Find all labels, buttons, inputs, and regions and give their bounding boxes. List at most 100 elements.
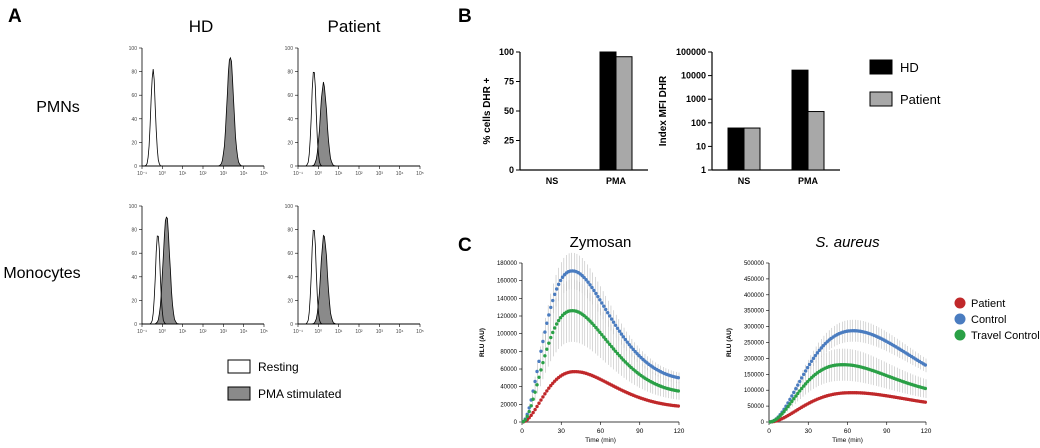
point-control bbox=[819, 346, 824, 350]
resting-histogram bbox=[142, 69, 264, 167]
row-label-monocytes: Monocytes bbox=[3, 265, 80, 282]
legend-label-travel-control: Travel Control bbox=[971, 330, 1040, 342]
point-control bbox=[543, 330, 547, 334]
y-tick-label: 150000 bbox=[744, 372, 765, 378]
point-control bbox=[805, 365, 810, 370]
point-control bbox=[553, 292, 557, 297]
point-travel-control bbox=[598, 330, 602, 334]
resting-histogram bbox=[298, 71, 420, 167]
x-tick-label: 10⁴ bbox=[240, 171, 248, 177]
point-patient bbox=[676, 404, 681, 408]
y-tick-label: 0 bbox=[134, 322, 137, 328]
point-travel-control bbox=[796, 391, 800, 396]
y-tick-label: 40 bbox=[287, 275, 293, 281]
y-tick-label: 100 bbox=[129, 204, 138, 210]
point-control bbox=[602, 304, 606, 308]
point-travel-control bbox=[617, 354, 622, 358]
point-control bbox=[537, 359, 541, 364]
y-tick-label: 20 bbox=[287, 140, 293, 146]
point-control bbox=[547, 313, 551, 317]
point-control bbox=[817, 348, 822, 353]
y-tick-label: 100000 bbox=[676, 47, 706, 57]
point-travel-control bbox=[592, 323, 596, 328]
point-travel-control bbox=[533, 390, 537, 394]
legend-swatch-resting bbox=[227, 359, 251, 374]
y-tick-label: 20 bbox=[131, 140, 137, 146]
y-axis-label: Index MFI DHR bbox=[658, 75, 669, 146]
point-travel-control bbox=[545, 347, 549, 351]
histogram-patient-pmns: 0 20 40 60 80 100 10⁻¹ 10⁰ 10¹ 10² 10³ 10⁴ 10⁵ bbox=[285, 46, 424, 177]
point-travel-control bbox=[551, 330, 555, 335]
point-control bbox=[554, 287, 559, 291]
legend-label-hd: HD bbox=[900, 60, 919, 75]
bar-hd-pma bbox=[599, 51, 617, 171]
x-tick-label: 10² bbox=[355, 329, 363, 335]
point-travel-control bbox=[554, 322, 559, 326]
y-tick-label: 120000 bbox=[497, 314, 518, 320]
point-travel-control bbox=[553, 326, 557, 330]
legend-dot-travel-control bbox=[954, 329, 966, 341]
y-tick-label: 80000 bbox=[500, 349, 517, 355]
point-travel-control bbox=[801, 384, 806, 388]
y-tick-label: 10 bbox=[696, 141, 706, 151]
point-control bbox=[598, 298, 602, 302]
x-tick-label: 60 bbox=[844, 428, 852, 435]
x-tick-label: 10¹ bbox=[335, 329, 343, 335]
x-tick-label: 0 bbox=[767, 428, 771, 435]
x-tick-label: 10³ bbox=[220, 329, 228, 335]
point-control bbox=[792, 390, 796, 395]
y-tick-label: 20 bbox=[287, 298, 293, 304]
x-axis-label: Time (min) bbox=[585, 437, 616, 444]
point-control bbox=[545, 321, 549, 325]
point-travel-control bbox=[786, 404, 790, 409]
point-travel-control bbox=[613, 349, 618, 353]
x-tick-label: 10² bbox=[355, 171, 363, 177]
y-tick-label: 1 bbox=[701, 165, 706, 175]
y-tick-label: 100 bbox=[129, 46, 138, 52]
point-control bbox=[623, 337, 628, 342]
line-chart-zymosan: Zymosan 0 20000 40000 60000 80000 100000 120000… bbox=[479, 234, 685, 444]
point-patient bbox=[529, 413, 533, 418]
point-control bbox=[584, 278, 588, 282]
y-tick-label: 80 bbox=[131, 70, 137, 76]
point-patient bbox=[545, 389, 549, 393]
y-axis-label: % cells DHR + bbox=[482, 77, 493, 144]
x-tick-label: 10⁴ bbox=[396, 171, 404, 177]
x-tick-label: 90 bbox=[636, 428, 644, 435]
col-label-hd: HD bbox=[189, 17, 214, 36]
legend-dot-patient bbox=[954, 297, 966, 309]
point-control bbox=[560, 275, 565, 279]
y-tick-label: 80 bbox=[131, 228, 137, 234]
x-tick-label: 10⁵ bbox=[260, 171, 268, 177]
x-tick-label: 10⁰ bbox=[159, 329, 167, 335]
y-tick-label: 450000 bbox=[744, 277, 765, 283]
panel-letter-c: C bbox=[458, 235, 472, 256]
point-control bbox=[676, 376, 681, 380]
x-tick-label: 10⁻¹ bbox=[293, 329, 303, 335]
point-control bbox=[619, 332, 624, 336]
point-travel-control bbox=[923, 386, 928, 391]
point-travel-control bbox=[600, 332, 604, 337]
point-control bbox=[592, 288, 596, 293]
legend-swatch-patient bbox=[869, 91, 893, 107]
point-travel-control bbox=[527, 409, 531, 414]
point-control bbox=[590, 285, 594, 290]
point-travel-control bbox=[531, 397, 535, 401]
y-tick-label: 0 bbox=[761, 420, 765, 426]
point-travel-control bbox=[803, 382, 808, 386]
y-tick-label: 60 bbox=[131, 251, 137, 257]
resting-histogram bbox=[298, 229, 420, 325]
x-tick-label: 10⁻¹ bbox=[137, 329, 147, 335]
y-tick-label: 500000 bbox=[744, 261, 765, 267]
legend-label-patient: Patient bbox=[900, 92, 941, 107]
point-travel-control bbox=[541, 360, 545, 365]
point-travel-control bbox=[525, 414, 529, 419]
bar-chart-percent-dhr: 0 25 50 75 100 % cells DHR + NS PMA bbox=[482, 47, 648, 186]
x-tick-label: 10⁴ bbox=[240, 329, 248, 335]
x-tick-label: 10¹ bbox=[179, 171, 187, 177]
y-tick-label: 75 bbox=[504, 77, 514, 87]
point-control bbox=[801, 372, 806, 377]
line-chart-saureus: S. aureus 0 50000 100000 150000 200000 250000 3… bbox=[726, 234, 932, 444]
y-tick-label: 100000 bbox=[744, 388, 765, 394]
bar-patient-ns bbox=[743, 127, 761, 171]
